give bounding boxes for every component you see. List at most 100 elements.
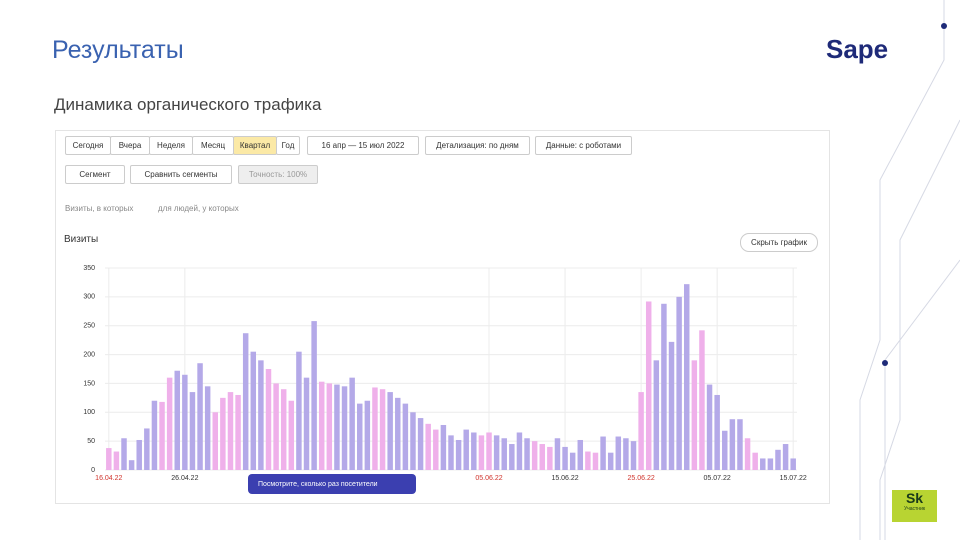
logo: Sape xyxy=(826,34,889,64)
bar xyxy=(585,451,591,470)
bar xyxy=(630,441,637,470)
bar xyxy=(653,360,660,470)
bar xyxy=(197,363,203,470)
popup[interactable]: Посмотрите, сколько раз посетители xyxy=(248,474,416,494)
bar xyxy=(334,384,340,470)
bar xyxy=(113,451,120,470)
bar xyxy=(531,441,538,470)
bar xyxy=(106,448,112,470)
bar xyxy=(182,374,188,470)
badge: Sk Участник xyxy=(892,490,937,522)
bar xyxy=(767,458,774,470)
date-range[interactable]: 16 апр — 15 июл 2022 xyxy=(307,136,419,155)
bar xyxy=(615,436,622,470)
y-tick-label: 350 xyxy=(83,265,95,272)
bar xyxy=(425,423,431,470)
bar xyxy=(128,460,135,470)
bar xyxy=(258,360,264,470)
bar xyxy=(744,438,751,470)
bar xyxy=(623,438,629,470)
bar xyxy=(151,400,158,470)
chart-title: Визиты xyxy=(64,234,99,245)
bar xyxy=(159,401,165,470)
x-tick-label: 15.07.22 xyxy=(780,475,807,482)
y-tick-label: 300 xyxy=(83,294,95,301)
bar xyxy=(235,394,241,470)
decor-lines xyxy=(859,0,960,540)
bar xyxy=(121,438,127,470)
people-filter: для людей, у которых xyxy=(158,204,239,213)
bar xyxy=(433,429,439,470)
x-tick-label: 25.06.22 xyxy=(627,475,654,482)
bar xyxy=(706,384,713,470)
bar xyxy=(242,333,249,470)
x-tick-label: 16.04.22 xyxy=(95,475,122,482)
bar xyxy=(136,439,142,470)
bar xyxy=(174,370,180,470)
bar xyxy=(676,296,682,470)
bar xyxy=(729,419,736,470)
segment-btn[interactable]: Сегмент xyxy=(65,165,125,184)
bar xyxy=(296,351,302,470)
accuracy-btn: Точность: 100% xyxy=(238,165,318,184)
bar xyxy=(760,458,766,470)
bar xyxy=(478,435,485,470)
compare-btn[interactable]: Сравнить сегменты xyxy=(130,165,232,184)
bar xyxy=(638,392,644,470)
bar xyxy=(166,377,173,470)
data-select[interactable]: Данные: с роботами xyxy=(535,136,632,155)
y-tick-label: 150 xyxy=(83,380,95,387)
y-tick-label: 200 xyxy=(83,351,95,358)
bar xyxy=(516,432,523,470)
detail-select[interactable]: Детализация: по дням xyxy=(425,136,530,155)
bar xyxy=(501,438,507,470)
bar xyxy=(265,369,272,470)
bar xyxy=(387,392,393,470)
bar xyxy=(569,452,576,470)
bar xyxy=(471,432,477,470)
bar xyxy=(341,386,348,470)
period-btn[interactable]: Сегодня xyxy=(65,136,111,155)
bar xyxy=(493,435,500,470)
bar xyxy=(714,394,720,470)
bar xyxy=(189,392,196,470)
bar xyxy=(592,452,599,470)
bar xyxy=(227,392,234,470)
bar xyxy=(448,435,454,470)
slide-title: Результаты xyxy=(52,36,184,64)
x-tick-label: 05.06.22 xyxy=(475,475,502,482)
y-tick-label: 100 xyxy=(83,409,95,416)
x-tick-label: 26.04.22 xyxy=(171,475,198,482)
bar xyxy=(455,439,462,470)
bar xyxy=(364,400,371,470)
period-btn[interactable]: Год xyxy=(276,136,300,155)
bar xyxy=(410,412,416,470)
bar xyxy=(212,412,219,470)
bar xyxy=(318,381,325,470)
x-tick-label: 15.06.22 xyxy=(551,475,578,482)
hide-chart-btn[interactable]: Скрыть график xyxy=(740,233,818,252)
bar xyxy=(349,377,355,470)
bar xyxy=(699,330,705,470)
bar xyxy=(737,419,743,470)
bar xyxy=(577,439,584,470)
bar xyxy=(539,444,545,470)
bar xyxy=(486,432,492,470)
bar xyxy=(220,397,226,470)
bar xyxy=(372,387,378,470)
bar xyxy=(204,386,211,470)
x-tick-label: 05.07.22 xyxy=(704,475,731,482)
bar xyxy=(303,377,310,470)
bar xyxy=(607,452,614,470)
bar xyxy=(509,444,515,470)
y-tick-label: 50 xyxy=(87,438,95,445)
bar xyxy=(722,430,728,470)
bar xyxy=(326,383,333,470)
visits-filter: Визиты, в которых xyxy=(65,204,134,213)
y-tick-label: 0 xyxy=(91,467,95,474)
bar xyxy=(790,458,796,470)
bar xyxy=(547,446,553,470)
bar xyxy=(524,438,530,470)
bar xyxy=(440,424,447,470)
